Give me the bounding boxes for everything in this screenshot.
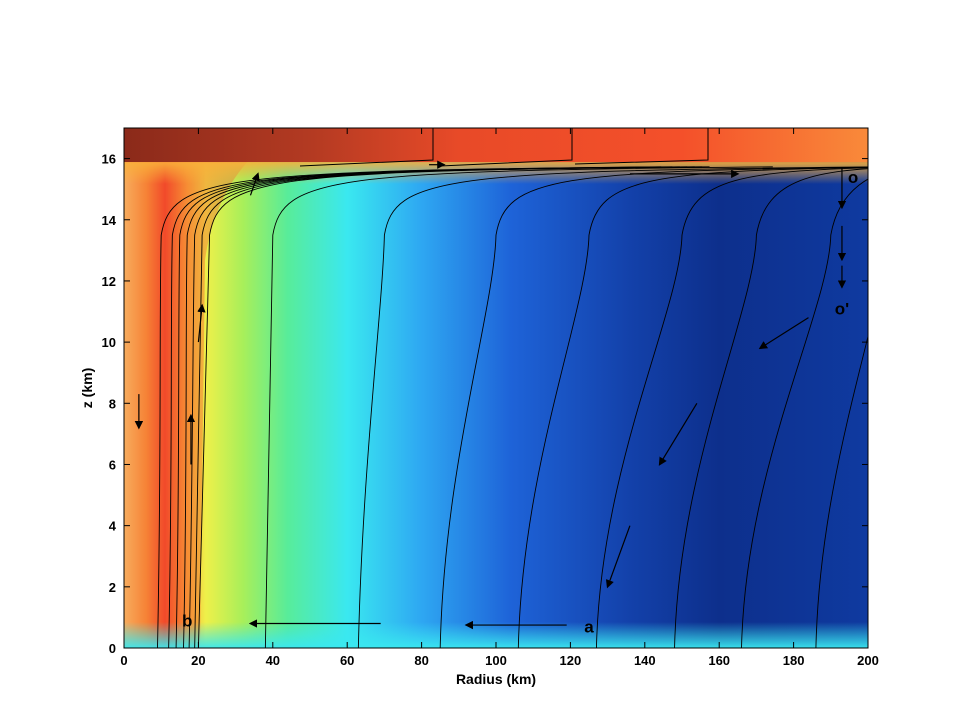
contour-line xyxy=(357,166,868,648)
top-layer-steps xyxy=(299,128,709,167)
flow-arrow xyxy=(197,303,206,343)
point-label: b xyxy=(182,611,192,630)
contour-line xyxy=(157,166,662,648)
field-warm-core xyxy=(124,128,290,648)
y-axis: 0 2 4 6 8 10 12 14 16 xyxy=(102,152,868,656)
contour-line xyxy=(197,166,710,648)
x-axis-title: Radius (km) xyxy=(456,671,536,687)
flow-arrow xyxy=(658,402,698,466)
x-tick-label: 200 xyxy=(857,653,879,668)
point-label: o xyxy=(848,168,858,187)
contour-line xyxy=(741,178,868,648)
y-tick-label: 10 xyxy=(102,335,116,350)
flow-arrows xyxy=(134,160,847,630)
x-tick-label: 20 xyxy=(191,653,205,668)
flow-arrow xyxy=(249,172,260,196)
x-tick-label: 120 xyxy=(560,653,582,668)
annotations: o o' a b xyxy=(182,168,858,637)
y-tick-label: 6 xyxy=(109,457,116,472)
point-label: o' xyxy=(835,299,849,318)
contour-line xyxy=(815,334,868,648)
x-tick-label: 180 xyxy=(783,653,805,668)
y-tick-label: 14 xyxy=(102,213,117,228)
x-tick-label: 40 xyxy=(266,653,280,668)
field-shading xyxy=(124,128,868,648)
flow-arrow xyxy=(605,525,631,589)
contour-line xyxy=(264,166,773,648)
x-tick-label: 160 xyxy=(708,653,730,668)
x-tick-label: 140 xyxy=(634,653,656,668)
y-tick-label: 4 xyxy=(109,519,117,534)
y-axis-title: z (km) xyxy=(79,368,95,408)
x-axis: 0 20 40 60 80 100 120 140 160 180 200 xyxy=(120,128,879,668)
x-tick-label: 0 xyxy=(120,653,127,668)
y-tick-label: 16 xyxy=(102,152,116,167)
contour-line xyxy=(674,168,868,648)
y-tick-label: 0 xyxy=(109,641,116,656)
y-tick-label: 12 xyxy=(102,274,116,289)
y-tick-label: 8 xyxy=(109,396,116,411)
plot-area xyxy=(124,128,868,648)
contour-lines xyxy=(157,166,868,648)
contour-line xyxy=(595,167,868,648)
y-tick-label: 2 xyxy=(109,580,116,595)
x-tick-label: 100 xyxy=(485,653,507,668)
x-tick-label: 80 xyxy=(414,653,428,668)
point-label: a xyxy=(584,618,594,637)
x-tick-label: 60 xyxy=(340,653,354,668)
flow-arrow xyxy=(758,317,809,350)
contour-line xyxy=(439,166,868,648)
